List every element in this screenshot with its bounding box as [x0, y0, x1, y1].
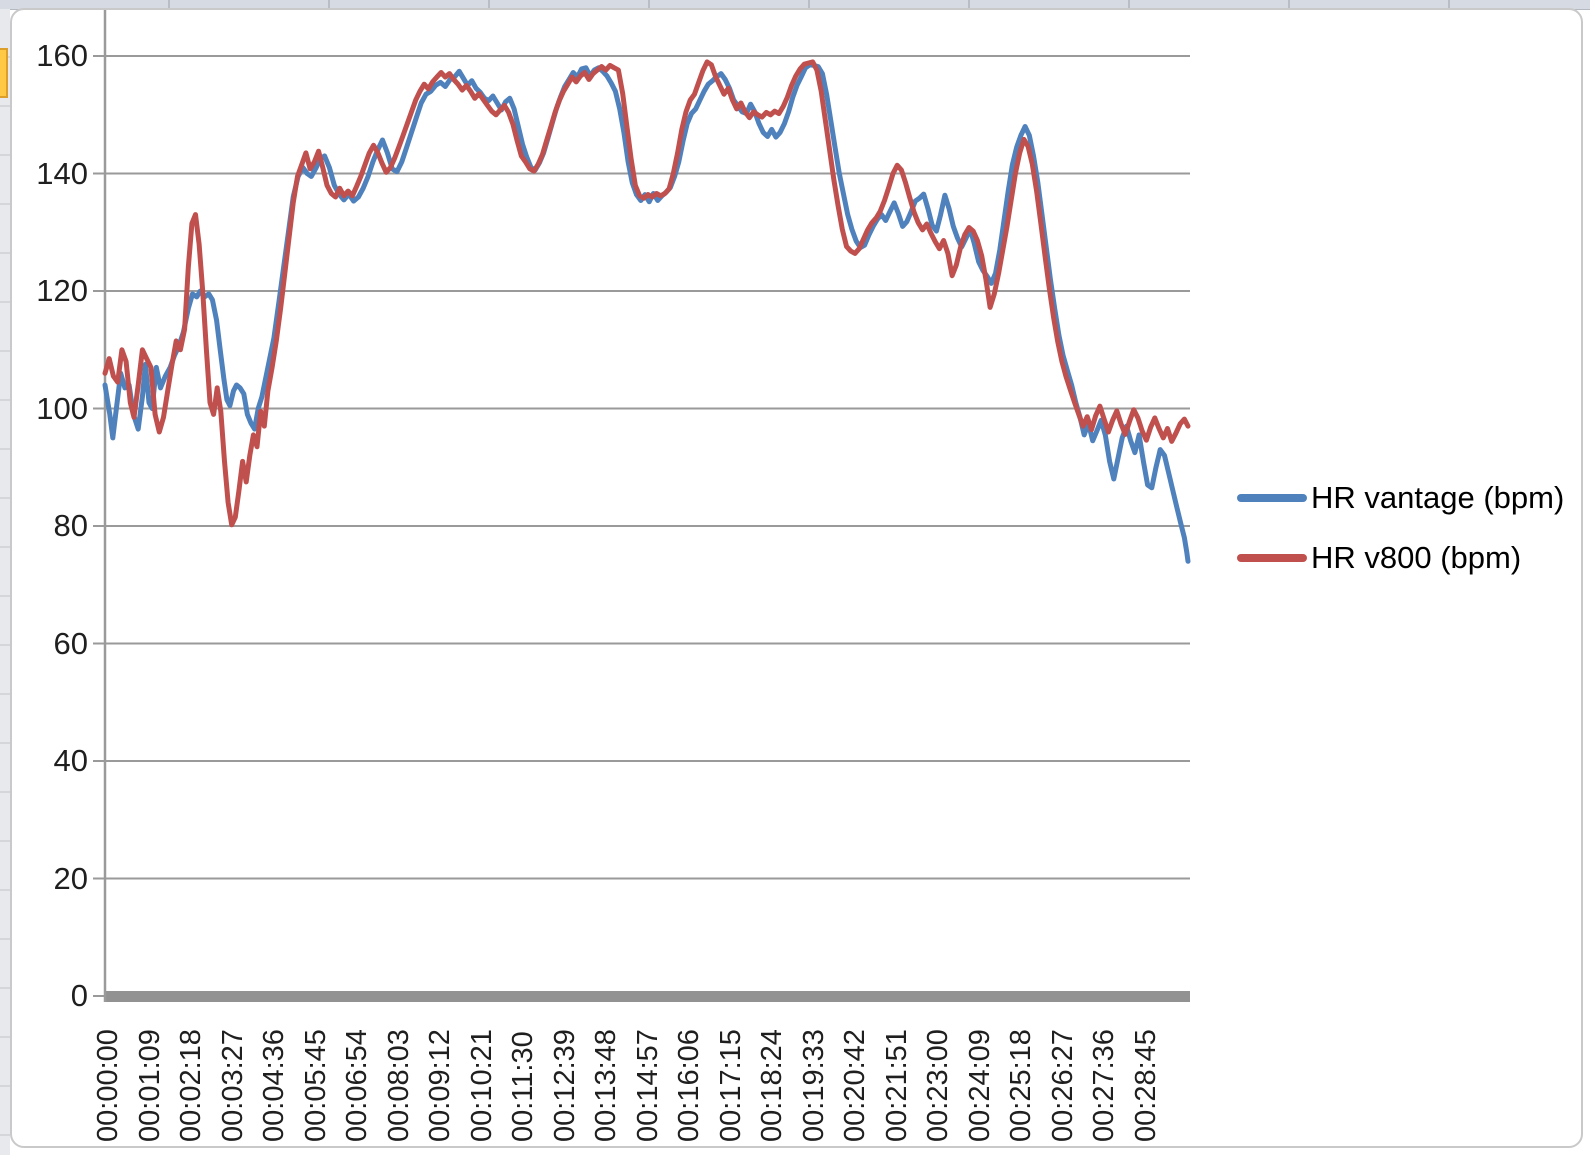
x-axis-label: 00:23:00 [922, 1029, 955, 1142]
x-axis-label: 00:19:33 [797, 1029, 830, 1142]
highlighted-cell[interactable] [0, 48, 8, 98]
spreadsheet-left-column-sliver [0, 9, 10, 1155]
y-axis-label: 20 [53, 860, 88, 896]
x-axis-label: 00:16:06 [673, 1029, 706, 1142]
legend-item-hr-v800[interactable]: HR v800 (bpm) [1237, 540, 1521, 576]
legend-item-hr-vantage[interactable]: HR vantage (bpm) [1237, 480, 1564, 516]
x-axis-label: 00:25:18 [1005, 1029, 1038, 1142]
x-axis-label: 00:13:48 [590, 1029, 623, 1142]
x-axis-label: 00:08:03 [382, 1029, 415, 1142]
x-axis-label: 00:18:24 [756, 1029, 789, 1142]
x-axis-label: 00:09:12 [424, 1029, 457, 1142]
x-axis-label: 00:24:09 [963, 1029, 996, 1142]
x-axis-label: 00:21:51 [880, 1029, 913, 1142]
x-axis-label: 00:20:42 [839, 1029, 872, 1142]
x-axis-label: 00:26:27 [1046, 1029, 1079, 1142]
y-axis-label: 100 [36, 390, 88, 426]
legend-line-swatch-blue [1237, 494, 1307, 502]
x-axis-label: 00:28:45 [1130, 1029, 1162, 1142]
x-axis-label: 00:04:36 [258, 1029, 291, 1142]
y-axis-label: 0 [70, 978, 88, 1013]
series-line-hr-v800[interactable] [102, 59, 1191, 528]
x-axis-label: 00:03:27 [216, 1029, 249, 1142]
legend-label: HR vantage (bpm) [1311, 480, 1565, 515]
y-axis-label: 140 [36, 155, 88, 191]
x-axis-label: 00:14:57 [631, 1029, 664, 1142]
x-axis-label: 00:17:15 [714, 1029, 747, 1142]
x-axis-label: 00:02:18 [175, 1029, 208, 1142]
legend-label: HR v800 (bpm) [1311, 540, 1522, 575]
x-axis-label: 00:01:09 [133, 1029, 166, 1142]
x-axis-label: 00:00:00 [92, 1029, 124, 1142]
y-axis-label: 40 [53, 743, 88, 778]
y-axis-label: 160 [36, 38, 88, 73]
x-axis-label: 00:06:54 [341, 1029, 374, 1142]
x-axis-label: 00:10:21 [465, 1029, 498, 1142]
y-axis-label: 60 [53, 625, 88, 661]
y-axis-label: 80 [53, 508, 88, 543]
x-axis-label: 00:12:39 [548, 1029, 581, 1142]
y-axis-label: 120 [36, 273, 88, 308]
x-axis-zero-bar [105, 991, 1190, 1002]
chart-object-frame[interactable] [10, 8, 1583, 1148]
x-axis-label: 00:11:30 [507, 1031, 540, 1142]
legend-line-swatch-red [1237, 554, 1307, 562]
x-axis-label: 00:27:36 [1088, 1029, 1121, 1142]
x-axis-label: 00:05:45 [299, 1029, 332, 1142]
